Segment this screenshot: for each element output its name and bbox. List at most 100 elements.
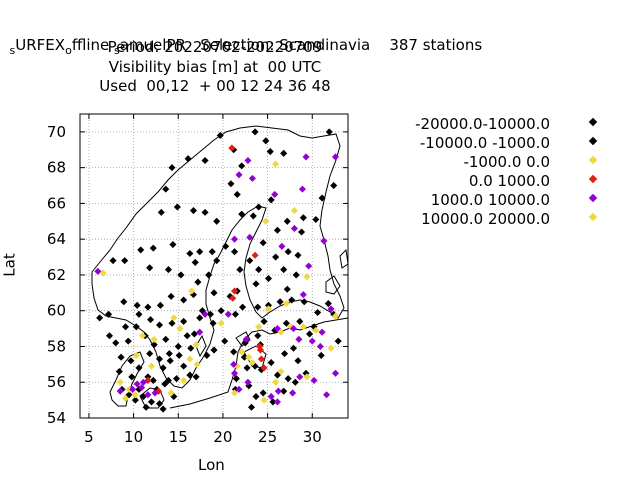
station-point — [290, 207, 298, 215]
station-point — [124, 337, 132, 345]
station-point — [117, 353, 125, 361]
station-point — [193, 360, 201, 368]
station-point — [217, 307, 225, 315]
station-point — [251, 128, 259, 136]
station-point — [269, 398, 277, 406]
station-point — [192, 373, 200, 381]
station-point — [201, 156, 209, 165]
station-point — [235, 171, 243, 179]
station-point — [238, 210, 246, 218]
station-point — [132, 323, 140, 331]
station-point — [131, 391, 139, 399]
station-point — [169, 241, 177, 249]
station-point — [229, 294, 237, 302]
station-point — [267, 359, 275, 367]
station-point — [236, 266, 244, 274]
station-point — [242, 335, 250, 343]
station-point — [137, 246, 145, 254]
station-point — [222, 242, 230, 250]
station-point — [231, 389, 239, 397]
station-point — [318, 194, 326, 202]
y-tick-label: 64 — [47, 230, 66, 248]
station-point — [295, 335, 303, 343]
station-point — [290, 224, 298, 232]
station-point — [176, 325, 184, 333]
station-point — [305, 262, 313, 270]
station-point — [180, 376, 188, 384]
station-point — [278, 242, 286, 250]
station-point — [273, 398, 281, 406]
x-axis-label: Lon — [198, 456, 225, 474]
station-point — [289, 389, 297, 397]
y-tick-label: 66 — [47, 194, 66, 212]
station-point — [230, 360, 238, 368]
station-point — [273, 226, 281, 234]
legend-label: 10000.0 20000.0 — [421, 210, 550, 228]
station-point — [194, 278, 202, 286]
y-tick-label: 56 — [47, 373, 66, 391]
station-point — [289, 325, 298, 333]
station-point — [165, 350, 173, 358]
station-point — [150, 335, 158, 343]
legend-label: -20000.0-10000.0 — [415, 115, 550, 133]
station-point — [303, 273, 311, 281]
station-point — [170, 314, 178, 322]
station-point — [238, 348, 246, 356]
station-point — [245, 353, 253, 361]
station-point — [273, 325, 281, 333]
station-point — [303, 373, 311, 381]
station-point — [147, 398, 156, 406]
station-point — [213, 217, 221, 225]
station-point — [317, 351, 325, 359]
station-point — [334, 337, 342, 345]
title-sub-o: o — [65, 44, 72, 57]
legend-marker — [588, 193, 598, 203]
station-point — [188, 287, 196, 295]
station-point — [272, 378, 280, 386]
station-point — [109, 257, 117, 265]
station-point — [164, 376, 172, 384]
station-point — [203, 351, 211, 359]
station-point — [299, 214, 307, 222]
station-point — [262, 137, 270, 145]
station-point — [246, 257, 254, 265]
station-point — [213, 257, 221, 265]
station-point — [280, 266, 288, 274]
legend-marker — [588, 117, 598, 127]
legend-entry: -1000.0 0.0 — [380, 153, 620, 173]
scandinavia-coastline — [91, 125, 345, 389]
denmark-coastline — [109, 351, 145, 407]
station-point — [255, 203, 263, 211]
y-axis-label: Lat — [0, 253, 19, 277]
station-point — [180, 317, 188, 325]
station-point — [283, 217, 291, 225]
station-point — [243, 364, 251, 372]
station-point — [128, 373, 136, 381]
station-point — [260, 396, 268, 404]
station-point — [312, 326, 320, 334]
legend-marker — [588, 212, 598, 222]
station-point — [260, 364, 268, 372]
station-point — [283, 285, 291, 293]
station-point — [96, 314, 104, 322]
station-point — [289, 344, 298, 352]
legend-label: -10000.0 -1000.0 — [419, 134, 550, 152]
station-point — [210, 346, 218, 354]
ticks-layer: 5 10 15 20 25 30 54 56 58 60 62 64 66 68 70 — [47, 114, 348, 446]
station-point — [175, 351, 183, 359]
station-point — [280, 387, 288, 395]
station-point — [260, 317, 268, 325]
station-point — [271, 190, 279, 199]
station-point — [162, 185, 170, 193]
station-point — [259, 389, 267, 397]
station-point — [122, 323, 130, 331]
station-point — [142, 403, 150, 411]
station-point — [138, 384, 146, 392]
station-point — [312, 215, 320, 224]
station-point — [244, 156, 252, 165]
station-point — [162, 335, 170, 343]
station-point — [135, 310, 143, 318]
station-point — [115, 367, 123, 376]
station-point — [138, 332, 147, 340]
